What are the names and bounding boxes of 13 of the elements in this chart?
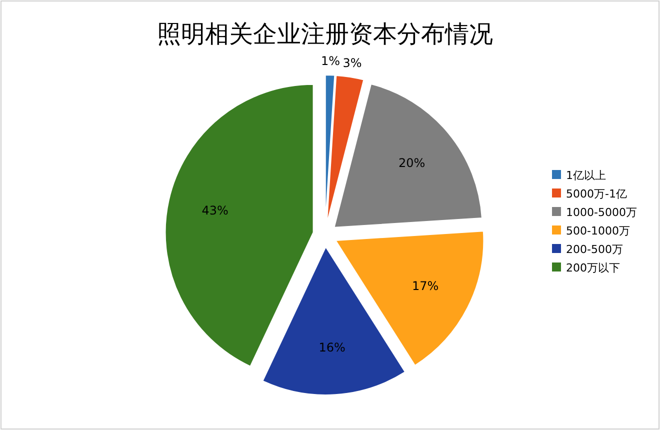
data-label: 3% xyxy=(342,56,362,70)
legend-label: 5000万-1亿 xyxy=(566,188,627,200)
data-label: 1% xyxy=(320,54,340,68)
data-label: 43% xyxy=(202,203,228,218)
legend-label: 1000-5000万 xyxy=(566,206,637,219)
data-label: 20% xyxy=(398,156,426,170)
chart-title: 照明相关企业注册资本分布情况 xyxy=(157,21,493,48)
data-label: 17% xyxy=(412,279,439,294)
legend-label: 200-500万 xyxy=(566,243,623,256)
legend-label: 1亿以上 xyxy=(566,169,606,182)
legend-label: 500-1000万 xyxy=(566,224,630,238)
legend-label: 200万以下 xyxy=(566,262,620,274)
data-label: 16% xyxy=(318,340,346,354)
